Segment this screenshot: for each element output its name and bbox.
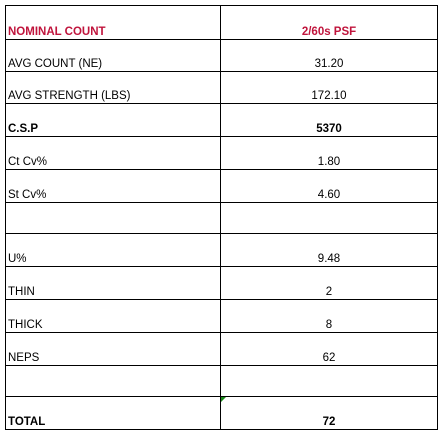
header-value-cell[interactable]: 2/60s PSF <box>220 5 438 40</box>
table-row-thick: THICK 8 <box>5 299 438 333</box>
value-cell[interactable] <box>220 365 438 397</box>
cell-error-marker-icon <box>221 397 226 402</box>
label-cell[interactable]: AVG STRENGTH (LBS) <box>5 71 221 104</box>
table-row-avg-count: AVG COUNT (NE) 31.20 <box>5 39 438 72</box>
label-cell[interactable]: NEPS <box>5 332 221 366</box>
label-cell[interactable]: AVG COUNT (NE) <box>5 39 221 72</box>
table-row-ct-cv: Ct Cv% 1.80 <box>5 136 438 170</box>
table-row-csp: C.S.P 5370 <box>5 103 438 137</box>
table-row-empty <box>5 365 438 397</box>
label-cell[interactable]: Ct Cv% <box>5 136 221 170</box>
value-cell[interactable]: 1.80 <box>220 136 438 170</box>
table-row-u-percent: U% 9.48 <box>5 233 438 267</box>
value-cell[interactable]: 62 <box>220 332 438 366</box>
label-cell[interactable]: THICK <box>5 299 221 333</box>
label-cell[interactable] <box>5 365 221 397</box>
total-value-cell[interactable]: 72 <box>220 396 438 430</box>
table-row-st-cv: St Cv% 4.60 <box>5 169 438 203</box>
label-cell[interactable]: St Cv% <box>5 169 221 203</box>
value-cell[interactable]: 9.48 <box>220 233 438 267</box>
value-cell[interactable] <box>220 202 438 234</box>
value-cell[interactable]: 172.10 <box>220 71 438 104</box>
value-cell[interactable]: 31.20 <box>220 39 438 72</box>
table-row-avg-strength: AVG STRENGTH (LBS) 172.10 <box>5 71 438 104</box>
table-row-thin: THIN 2 <box>5 266 438 300</box>
table-row-total: TOTAL 72 <box>5 396 438 430</box>
total-value: 72 <box>322 416 336 428</box>
table-row-neps: NEPS 62 <box>5 332 438 366</box>
label-cell[interactable] <box>5 202 221 234</box>
header-label-cell[interactable]: NOMINAL COUNT <box>5 5 221 40</box>
value-cell[interactable]: 5370 <box>220 103 438 137</box>
label-cell[interactable]: THIN <box>5 266 221 300</box>
table-header-row: NOMINAL COUNT 2/60s PSF <box>5 5 438 40</box>
label-cell[interactable]: TOTAL <box>5 396 221 430</box>
table-row-empty <box>5 202 438 234</box>
label-cell[interactable]: C.S.P <box>5 103 221 137</box>
value-cell[interactable]: 2 <box>220 266 438 300</box>
yarn-spec-table: NOMINAL COUNT 2/60s PSF AVG COUNT (NE) 3… <box>5 5 438 430</box>
value-cell[interactable]: 8 <box>220 299 438 333</box>
value-cell[interactable]: 4.60 <box>220 169 438 203</box>
label-cell[interactable]: U% <box>5 233 221 267</box>
spreadsheet-sheet: NOMINAL COUNT 2/60s PSF AVG COUNT (NE) 3… <box>5 5 438 438</box>
